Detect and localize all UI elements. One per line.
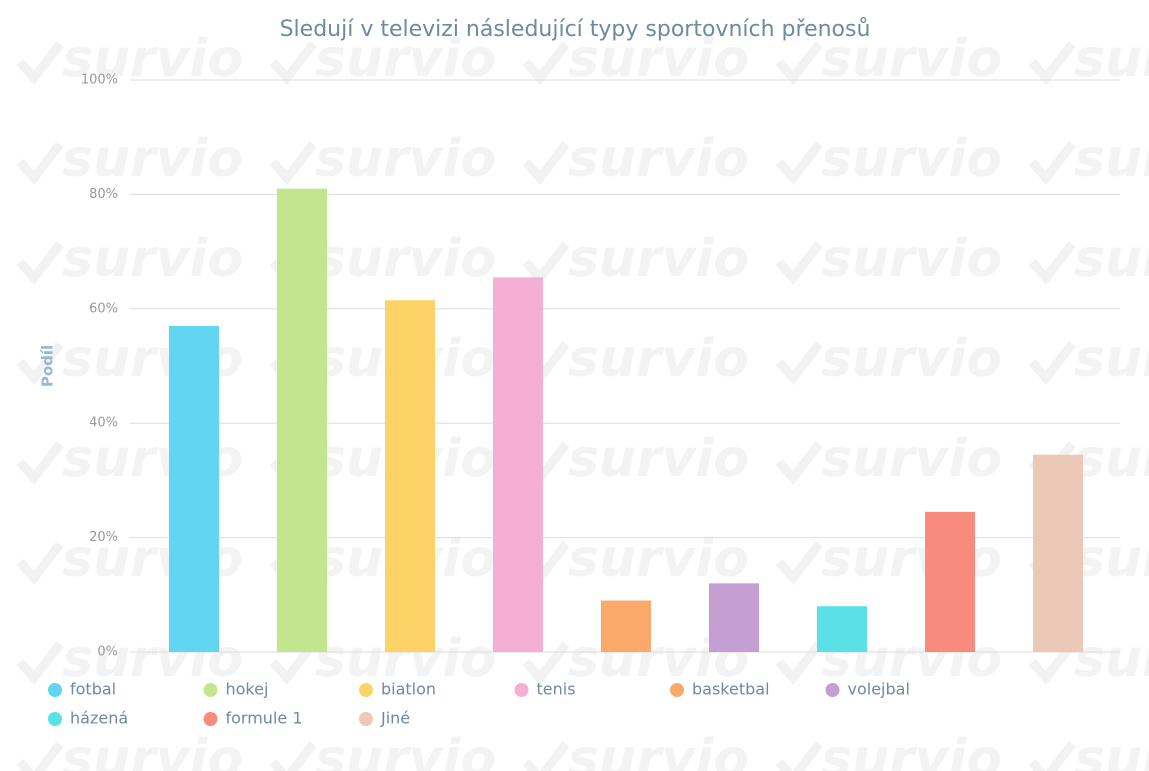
watermark-check: [269, 741, 317, 771]
watermark-check: [16, 41, 64, 86]
watermark-check: [775, 441, 823, 486]
watermark-check: [16, 541, 64, 586]
chart-title: Sledují v televizi následující typy spor…: [280, 17, 871, 42]
watermark-check: [16, 241, 64, 286]
watermark-text: survio: [62, 29, 243, 89]
watermark-text: survio: [315, 129, 496, 189]
watermark-check: [1028, 241, 1076, 286]
legend-swatch: [203, 712, 218, 726]
y-tick-label: 100%: [81, 73, 118, 88]
watermark-text: survio: [62, 129, 243, 189]
watermark-text: survio: [62, 729, 243, 771]
watermark-check: [522, 41, 570, 86]
legend-label: Jiné: [380, 709, 410, 728]
watermark-check: [775, 341, 823, 386]
watermark-text: survio: [1074, 429, 1149, 489]
watermark-text: survio: [1074, 629, 1149, 689]
y-tick-label: 0%: [97, 645, 118, 660]
watermark-text: survio: [62, 229, 243, 289]
watermark-check: [522, 741, 570, 771]
bar: [817, 606, 867, 652]
watermark-text: survio: [568, 729, 749, 771]
watermark-check: [16, 741, 64, 771]
y-axis-label: Podíl: [39, 345, 57, 387]
bar: [385, 300, 435, 652]
watermark-check: [522, 141, 570, 186]
legend-swatch: [670, 683, 684, 697]
legend-swatch: [359, 712, 373, 726]
watermark-text: survio: [821, 329, 1002, 389]
legend-swatch: [48, 683, 62, 697]
legend-swatch: [514, 683, 529, 697]
watermark-check: [16, 341, 64, 386]
legend-label: biatlon: [381, 680, 436, 699]
watermark-text: survio: [1074, 729, 1149, 771]
legend-label: volejbal: [848, 680, 910, 699]
watermark-text: survio: [1074, 329, 1149, 389]
watermark-text: survio: [315, 29, 496, 89]
watermark-check: [1028, 41, 1076, 86]
watermark-check: [775, 141, 823, 186]
watermark-text: survio: [568, 129, 749, 189]
y-tick-label: 60%: [89, 301, 118, 316]
watermark-check: [775, 541, 823, 586]
bar: [709, 583, 759, 652]
watermark-text: survio: [1074, 129, 1149, 189]
watermark-check: [16, 641, 64, 686]
watermark-check: [269, 41, 317, 86]
watermark-text: survio: [568, 229, 749, 289]
legend-label: fotbal: [70, 680, 116, 699]
watermark-text: survio: [821, 29, 1002, 89]
watermark-check: [1028, 641, 1076, 686]
y-tick-label: 20%: [89, 530, 118, 545]
bar: [601, 600, 651, 652]
watermark-text: survio: [315, 729, 496, 771]
bar: [925, 511, 975, 652]
watermark-text: survio: [1074, 29, 1149, 89]
legend-label: házená: [70, 709, 128, 728]
watermark-check: [16, 141, 64, 186]
bar: [169, 325, 219, 652]
watermark-text: survio: [568, 429, 749, 489]
bar: [493, 277, 543, 652]
legend-label: tenis: [537, 680, 576, 699]
watermark-text: survio: [821, 129, 1002, 189]
watermark-check: [775, 241, 823, 286]
watermark-check: [269, 641, 317, 686]
y-tick-label: 40%: [89, 416, 118, 431]
legend-swatch: [48, 712, 62, 726]
watermark-text: survio: [315, 229, 496, 289]
watermark-check: [269, 141, 317, 186]
bar: [1033, 454, 1083, 652]
legend-label: hokej: [226, 680, 269, 699]
bar: [277, 188, 327, 652]
watermark-text: survio: [568, 529, 749, 589]
watermark-check: [775, 641, 823, 686]
watermark-text: survio: [568, 29, 749, 89]
watermark-text: survio: [568, 329, 749, 389]
legend-label: formule 1: [226, 709, 303, 728]
legend-label: basketbal: [692, 680, 770, 699]
watermark-check: [775, 741, 823, 771]
legend-swatch: [203, 683, 218, 697]
watermark-text: survio: [821, 229, 1002, 289]
watermark-text: survio: [821, 429, 1002, 489]
watermark-text: survio: [821, 729, 1002, 771]
watermark-check: [522, 241, 570, 286]
legend-swatch: [359, 683, 373, 697]
watermark-check: [1028, 341, 1076, 386]
watermark-check: [16, 441, 64, 486]
watermark-check: [522, 641, 570, 686]
watermark-text: survio: [1074, 529, 1149, 589]
watermark-check: [775, 41, 823, 86]
legend-swatch: [825, 683, 840, 697]
y-tick-label: 80%: [89, 187, 118, 202]
watermark-check: [1028, 141, 1076, 186]
watermark-text: survio: [1074, 229, 1149, 289]
watermark-check: [1028, 741, 1076, 771]
